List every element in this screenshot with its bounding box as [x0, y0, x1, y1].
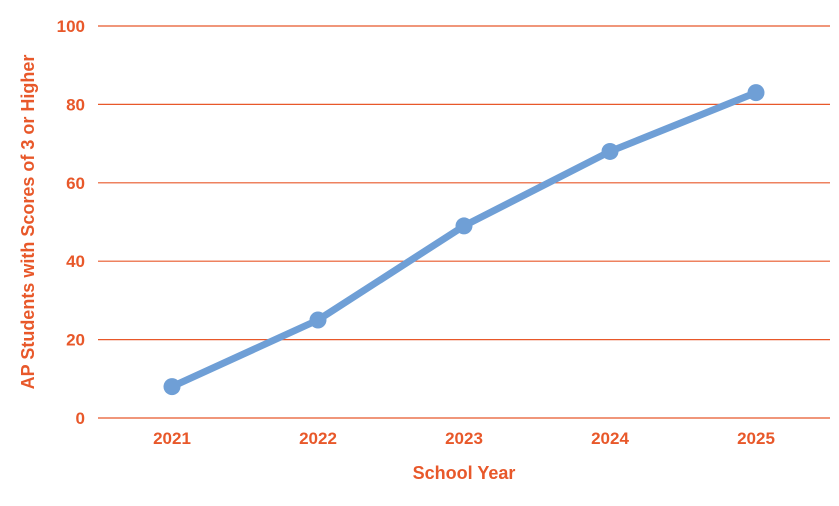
x-tick-label-2022: 2022 — [299, 429, 337, 448]
gridlines — [98, 25, 830, 419]
y-tick-label-80: 80 — [66, 95, 85, 114]
y-tick-label-20: 20 — [66, 331, 85, 350]
data-point-2025 — [747, 84, 765, 102]
data-point-2021 — [163, 378, 181, 396]
y-tick-label-40: 40 — [66, 252, 85, 271]
y-tick-label-100: 100 — [57, 17, 85, 36]
y-axis-title: AP Students with Scores of 3 or Higher — [18, 55, 38, 390]
x-tick-label-2025: 2025 — [737, 429, 775, 448]
x-tick-label-2024: 2024 — [591, 429, 629, 448]
series-layer — [163, 84, 765, 396]
x-tick-label-2021: 2021 — [153, 429, 191, 448]
x-axis-ticks: 2021 2022 2023 2024 2025 — [153, 429, 775, 448]
x-axis-title: School Year — [413, 463, 516, 483]
series-line-0 — [168, 89, 760, 391]
data-point-2024 — [601, 142, 619, 160]
data-point-2022 — [309, 311, 327, 329]
x-tick-label-2023: 2023 — [445, 429, 483, 448]
y-tick-label-0: 0 — [76, 409, 85, 428]
y-tick-label-60: 60 — [66, 174, 85, 193]
data-point-2023 — [455, 217, 473, 235]
y-axis-ticks: 0 20 40 60 80 100 — [57, 17, 85, 428]
